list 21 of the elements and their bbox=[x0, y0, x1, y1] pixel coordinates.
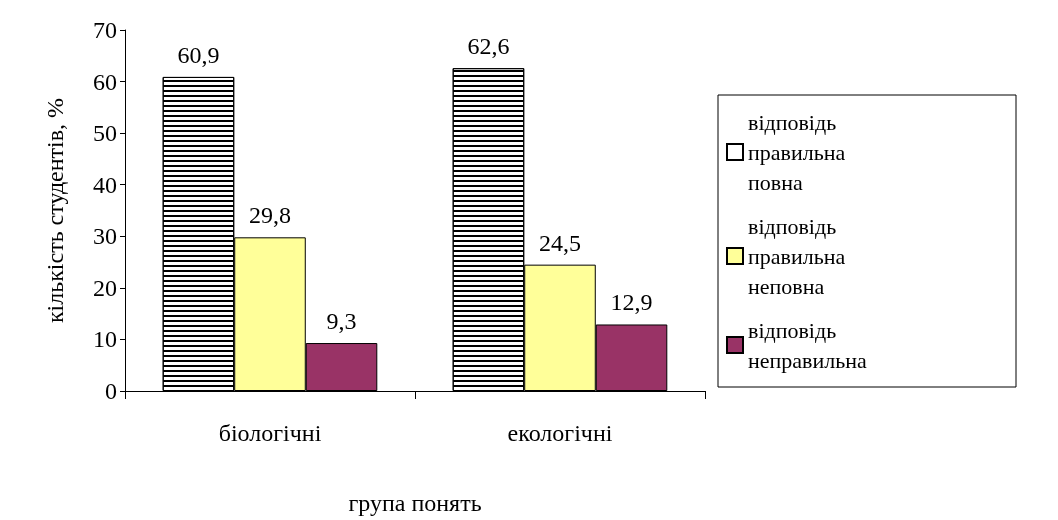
x-axis-title: група понять bbox=[348, 490, 482, 516]
legend-label: відповідь неправильна bbox=[748, 317, 868, 373]
data-label: 12,9 bbox=[610, 289, 653, 316]
data-label: 24,5 bbox=[539, 229, 581, 256]
x-tick-label: екологічні bbox=[507, 420, 613, 446]
data-label: 9,3 bbox=[326, 308, 357, 335]
data-label: 29,8 bbox=[249, 202, 291, 229]
y-tick-label: 0 bbox=[105, 378, 117, 404]
y-tick-label: 30 bbox=[93, 223, 117, 250]
y-tick-label: 10 bbox=[93, 326, 117, 353]
y-tick-label: 70 bbox=[93, 17, 117, 43]
legend-label: відповідь правильна неповна bbox=[748, 213, 851, 299]
y-axis-title: кількість студентів, % bbox=[42, 97, 68, 324]
y-tick-label: 50 bbox=[93, 120, 117, 147]
x-tick-label: біологічні bbox=[218, 420, 322, 446]
data-label: 62,6 bbox=[467, 33, 510, 60]
data-label: 60,9 bbox=[177, 41, 220, 68]
y-tick-label: 60 bbox=[93, 68, 117, 95]
y-tick-label: 20 bbox=[93, 274, 117, 301]
legend-label: відповідь правильна повна bbox=[748, 109, 851, 195]
y-tick-label: 40 bbox=[93, 171, 117, 198]
